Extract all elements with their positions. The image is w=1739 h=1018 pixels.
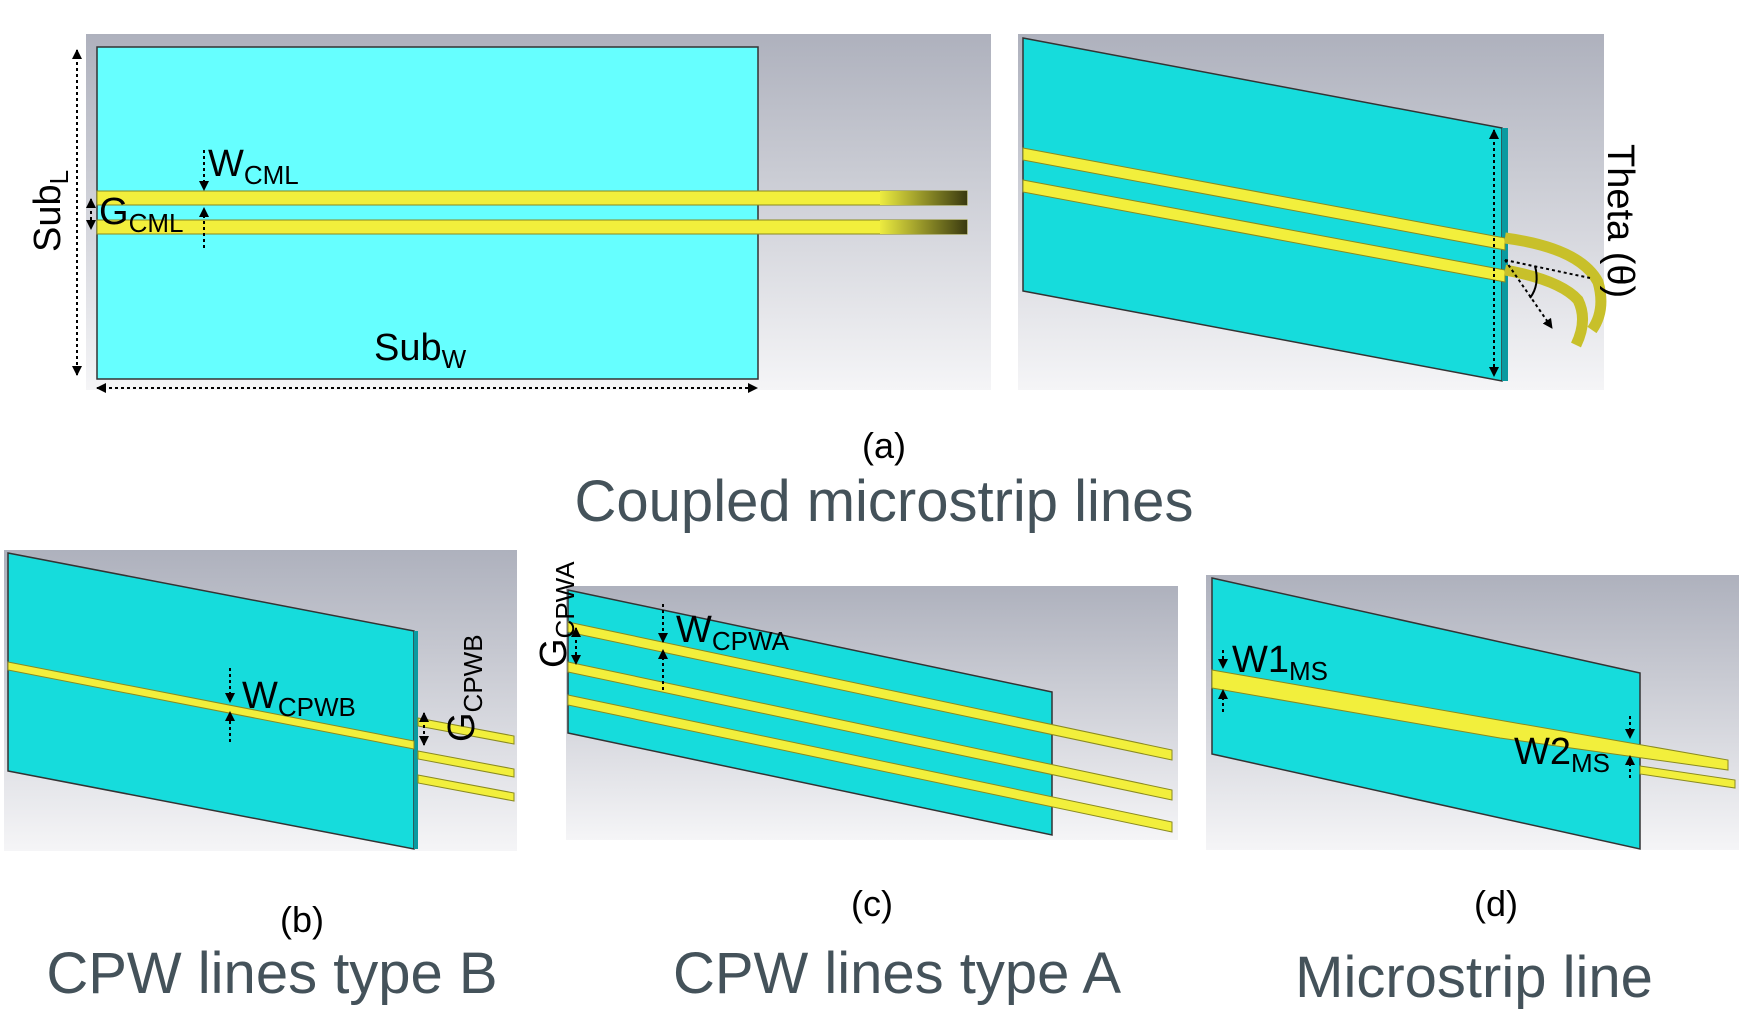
panel-d-letter: (d) xyxy=(1474,883,1518,924)
substrate-b-edge xyxy=(414,631,418,849)
ms-strip-lower xyxy=(1639,765,1736,789)
panel-a-bent-view: Theta (θ) xyxy=(1018,34,1641,390)
w1-ms-label: W1MS xyxy=(1232,639,1328,686)
g-cpwb-label: GCPWB xyxy=(441,634,488,742)
cpwb-center-strip xyxy=(7,661,415,750)
cml-strip-upper xyxy=(96,190,968,206)
bent-strip-upper-curve xyxy=(1504,232,1607,334)
w-cpwb-label: WCPWB xyxy=(242,675,356,722)
w2-ms-label: W2MS xyxy=(1514,731,1610,778)
panel-a-caption: Coupled microstrip lines xyxy=(575,469,1194,534)
cpwa-strip-2 xyxy=(567,661,1173,801)
g-cpwa-label: GCPWA xyxy=(533,561,580,668)
panel-d-caption: Microstrip line xyxy=(1295,945,1653,1010)
bent-strip-lower-curve xyxy=(1504,264,1588,348)
theta-arc xyxy=(1529,265,1538,299)
panel-d: W1MS W2MS xyxy=(1206,575,1739,850)
g-cml-label: GCML xyxy=(99,191,183,238)
panel-a-letter: (a) xyxy=(862,425,906,466)
cml-strip-upper-end xyxy=(880,191,967,205)
cpwb-strip-out-3 xyxy=(417,774,515,802)
panel-b-caption: CPW lines type B xyxy=(46,941,497,1006)
cml-strip-lower-end xyxy=(880,220,967,234)
theta-bent-line xyxy=(1504,259,1553,329)
cpwa-strip-3 xyxy=(567,694,1173,833)
cml-strip-lower xyxy=(96,219,968,235)
panel-a-top-view: SubL SubW WCML GCML xyxy=(27,34,991,393)
panel-b: WCPWB GCPWB xyxy=(4,550,517,851)
panel-c-caption: CPW lines type A xyxy=(673,941,1121,1006)
theta-reference-line xyxy=(1504,259,1591,279)
cpwb-strip-out-2 xyxy=(417,750,515,778)
panel-c: WCPWA GCPWA xyxy=(533,561,1178,840)
bent-strip-lower xyxy=(1022,179,1506,283)
substrate-edge xyxy=(1502,128,1508,381)
sub-w-label: SubW xyxy=(374,327,467,374)
panel-c-letter: (c) xyxy=(851,883,893,924)
w-cpwa-label: WCPWA xyxy=(676,609,790,656)
ms-tapered-strip xyxy=(1211,669,1729,771)
w-cml-label: WCML xyxy=(208,143,299,190)
panel-b-letter: (b) xyxy=(280,899,324,940)
cpwa-strip-1 xyxy=(567,621,1173,761)
cpwb-strip-out-1 xyxy=(417,717,515,745)
sub-l-label: SubL xyxy=(27,170,74,252)
theta-label: Theta (θ) xyxy=(1599,144,1641,298)
bent-strip-upper xyxy=(1022,147,1506,251)
